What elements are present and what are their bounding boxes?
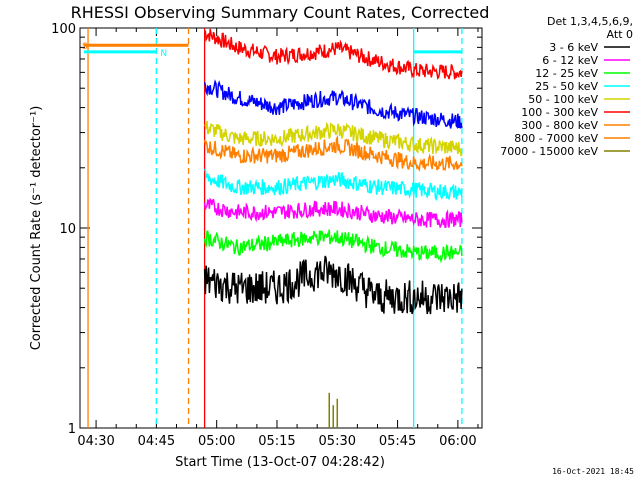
legend-label: 300 - 800 keV bbox=[521, 119, 598, 132]
x-tick-label: 05:30 bbox=[319, 434, 356, 449]
series-line bbox=[204, 121, 463, 157]
legend-header-2: Att 0 bbox=[607, 28, 633, 41]
y-tick-label: 10 bbox=[59, 222, 76, 237]
series-line bbox=[203, 197, 463, 229]
x-tick-label: 05:00 bbox=[198, 434, 235, 449]
x-tick-label: 04:30 bbox=[77, 434, 114, 449]
legend-label: 3 - 6 keV bbox=[549, 41, 598, 54]
x-tick-label: 06:00 bbox=[439, 434, 476, 449]
x-axis-label: Start Time (13-Oct-07 04:28:42) bbox=[175, 455, 385, 470]
chart-title: RHESSI Observing Summary Count Rates, Co… bbox=[71, 3, 490, 22]
series-line bbox=[204, 28, 463, 80]
plot-frame bbox=[79, 27, 483, 429]
x-tick-label: 04:45 bbox=[138, 434, 175, 449]
legend-label: 25 - 50 keV bbox=[535, 80, 598, 93]
legend-label: 7000 - 15000 keV bbox=[500, 145, 598, 158]
plot-area: 04:30 04:45 05:00 05:15 05:30 05:45 06:00 1 10 10… bbox=[51, 22, 483, 449]
legend-header-1: Det 1,3,4,5,6,9, bbox=[547, 15, 633, 28]
legend-label: 12 - 25 keV bbox=[535, 67, 598, 80]
series-line bbox=[203, 79, 463, 130]
legend-label: 800 - 7000 keV bbox=[514, 132, 598, 145]
series-line bbox=[203, 168, 463, 202]
legend-label: 100 - 300 keV bbox=[521, 106, 598, 119]
y-tick-label: 100 bbox=[51, 22, 76, 37]
footer-date: 16-Oct-2021 18:45 bbox=[552, 467, 634, 476]
series-line bbox=[203, 229, 463, 264]
flag-label: N bbox=[160, 49, 167, 59]
flag-label: S bbox=[82, 42, 88, 52]
y-tick-label: 1 bbox=[68, 422, 76, 437]
legend-label: 6 - 12 keV bbox=[542, 54, 598, 67]
series-line bbox=[203, 255, 463, 315]
series-line bbox=[203, 134, 463, 172]
legend-label: 50 - 100 keV bbox=[528, 93, 598, 106]
y-axis-label: Corrected Count Rate (s⁻¹ detector⁻¹) bbox=[29, 106, 44, 351]
x-tick-label: 05:15 bbox=[258, 434, 295, 449]
x-tick-label: 05:45 bbox=[379, 434, 416, 449]
